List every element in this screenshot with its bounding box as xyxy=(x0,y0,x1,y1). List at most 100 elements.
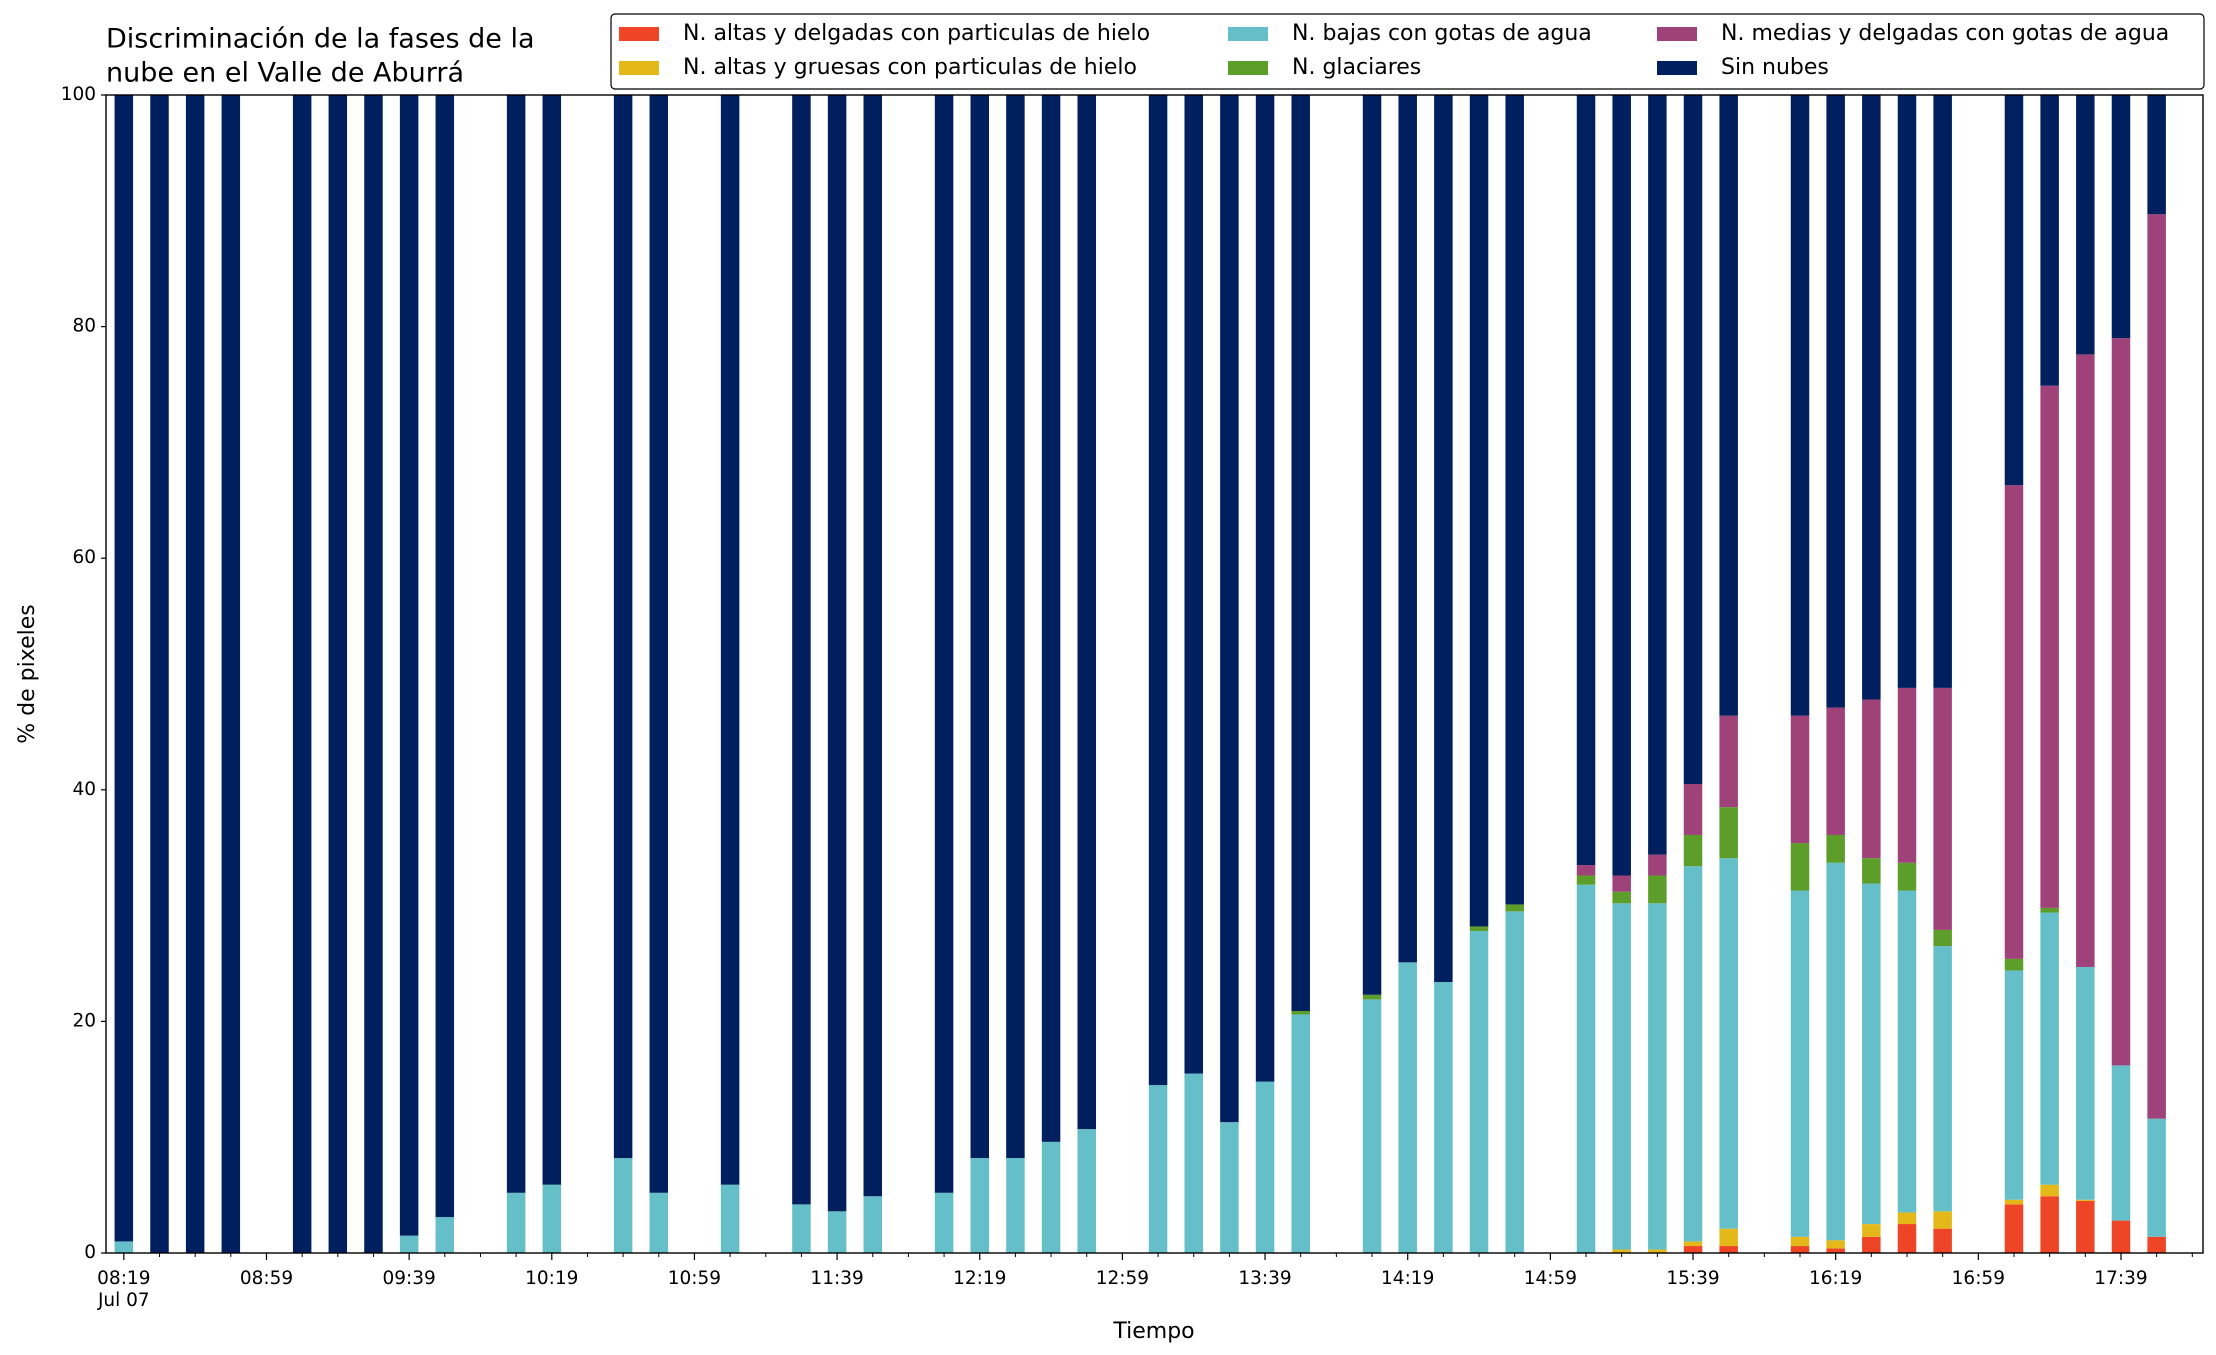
bar-segment xyxy=(2004,1204,2024,1253)
bar-segment xyxy=(1862,858,1881,884)
bar-segment xyxy=(1469,95,1489,927)
y-axis-label: % de pixeles xyxy=(15,604,40,743)
bar-segment xyxy=(2040,385,2059,908)
bar-segment xyxy=(1719,95,1738,716)
bar-segment xyxy=(1220,1122,1239,1253)
bar-segment xyxy=(1505,904,1524,912)
bar-segment xyxy=(1576,875,1596,885)
bar-segment xyxy=(506,1192,526,1253)
bar-segment xyxy=(1612,95,1631,876)
bar-segment xyxy=(1933,95,1952,688)
bar-segment xyxy=(114,95,134,1242)
bar-segment xyxy=(2147,1118,2166,1237)
bar-segment xyxy=(1826,707,1845,835)
x-tick-label: 16:59 xyxy=(1952,1268,2005,1289)
bar-segment xyxy=(1184,95,1203,1074)
y-tick-label: 100 xyxy=(61,84,96,105)
bar-segment xyxy=(827,95,847,1212)
bar-segment xyxy=(1291,1014,1310,1253)
y-tick-label: 60 xyxy=(72,547,96,568)
bar-segment xyxy=(720,95,740,1185)
bar-segment xyxy=(1826,1240,1845,1249)
bar-segment xyxy=(1933,1211,1952,1229)
y-tick-label: 0 xyxy=(84,1242,96,1263)
chart-title: Discriminación de la fases de la xyxy=(106,24,535,55)
bar-segment xyxy=(2004,95,2024,486)
legend-swatch xyxy=(1228,61,1268,75)
bar-segment xyxy=(1255,1081,1275,1253)
legend-label: N. altas y delgadas con particulas de hi… xyxy=(683,21,1150,46)
bar-segment xyxy=(364,95,383,1253)
legend-label: N. glaciares xyxy=(1292,55,1421,80)
bar-segment xyxy=(1648,95,1667,855)
bar-segment xyxy=(1790,95,1810,716)
bar-segment xyxy=(1897,95,1917,688)
bar-segment xyxy=(1148,95,1168,1086)
legend-label: N. medias y delgadas con gotas de agua xyxy=(1721,21,2169,46)
bar-segment xyxy=(649,1192,669,1253)
x-tick-label: 10:59 xyxy=(668,1268,721,1289)
x-tick-label: 09:39 xyxy=(382,1268,435,1289)
bar-segment xyxy=(792,1204,811,1253)
bar-segment xyxy=(1719,1228,1738,1247)
x-tick-label: 14:59 xyxy=(1524,1268,1577,1289)
bar-segment xyxy=(542,95,562,1185)
bar-segment xyxy=(1933,929,1952,947)
bar-segment xyxy=(2040,1184,2059,1197)
bar-segment xyxy=(292,95,312,1253)
bar-segment xyxy=(1576,95,1596,866)
y-tick-label: 80 xyxy=(72,316,96,337)
legend-swatch xyxy=(619,27,659,41)
bar-segment xyxy=(613,95,633,1159)
x-tick-label: 08:59 xyxy=(240,1268,293,1289)
bar-segment xyxy=(1683,834,1703,867)
x-tick-label: 15:39 xyxy=(1666,1268,1719,1289)
x-tick-label: 16:19 xyxy=(1809,1268,1862,1289)
bar-segment xyxy=(1505,911,1524,1253)
bar-segment xyxy=(2111,1220,2131,1253)
bar-segment xyxy=(1612,903,1631,1250)
x-date-label: Jul 07 xyxy=(97,1290,150,1311)
bar-segment xyxy=(2147,1236,2166,1253)
bar-segment xyxy=(1469,931,1489,1253)
bar-segment xyxy=(2040,1196,2059,1253)
bar-segment xyxy=(2004,485,2024,959)
bar-segment xyxy=(185,95,205,1253)
bar-segment xyxy=(1077,1129,1096,1253)
bar-segment xyxy=(2076,354,2095,967)
bar-segment xyxy=(1398,95,1417,963)
bar-segment xyxy=(934,1192,954,1253)
legend-box xyxy=(610,13,2205,90)
bar-segment xyxy=(1826,834,1845,863)
bar-segment xyxy=(613,1158,633,1253)
bar-segment xyxy=(1612,875,1631,892)
bar-segment xyxy=(863,95,883,1197)
legend-swatch xyxy=(1228,27,1268,41)
bar-segment xyxy=(1719,715,1738,808)
bar-segment xyxy=(1648,854,1667,876)
axes-frame xyxy=(105,94,2204,1254)
x-tick-label: 10:19 xyxy=(525,1268,578,1289)
x-tick-label: 11:39 xyxy=(810,1268,863,1289)
bar-segment xyxy=(2040,95,2059,386)
bar-segment xyxy=(1897,1212,1917,1225)
bar-segment xyxy=(1683,1241,1703,1247)
bar-segment xyxy=(1576,865,1596,876)
bar-segment xyxy=(435,95,455,1218)
bar-segment xyxy=(2040,912,2059,1185)
legend-label: N. altas y gruesas con particulas de hie… xyxy=(683,55,1137,80)
bar-segment xyxy=(649,95,669,1193)
bar-segment xyxy=(1683,866,1703,1242)
legend-label: N. bajas con gotas de agua xyxy=(1292,21,1592,46)
bar-segment xyxy=(1648,875,1667,904)
bar-segment xyxy=(1148,1085,1168,1253)
bar-segment xyxy=(2004,970,2024,1200)
bar-segment xyxy=(1897,862,1917,891)
bar-segment xyxy=(542,1184,562,1253)
bar-segment xyxy=(2076,95,2095,355)
bar-segment xyxy=(1220,95,1239,1123)
bar-segment xyxy=(1041,95,1061,1142)
bar-segment xyxy=(1362,994,1382,1000)
bar-segment xyxy=(1362,95,1382,995)
